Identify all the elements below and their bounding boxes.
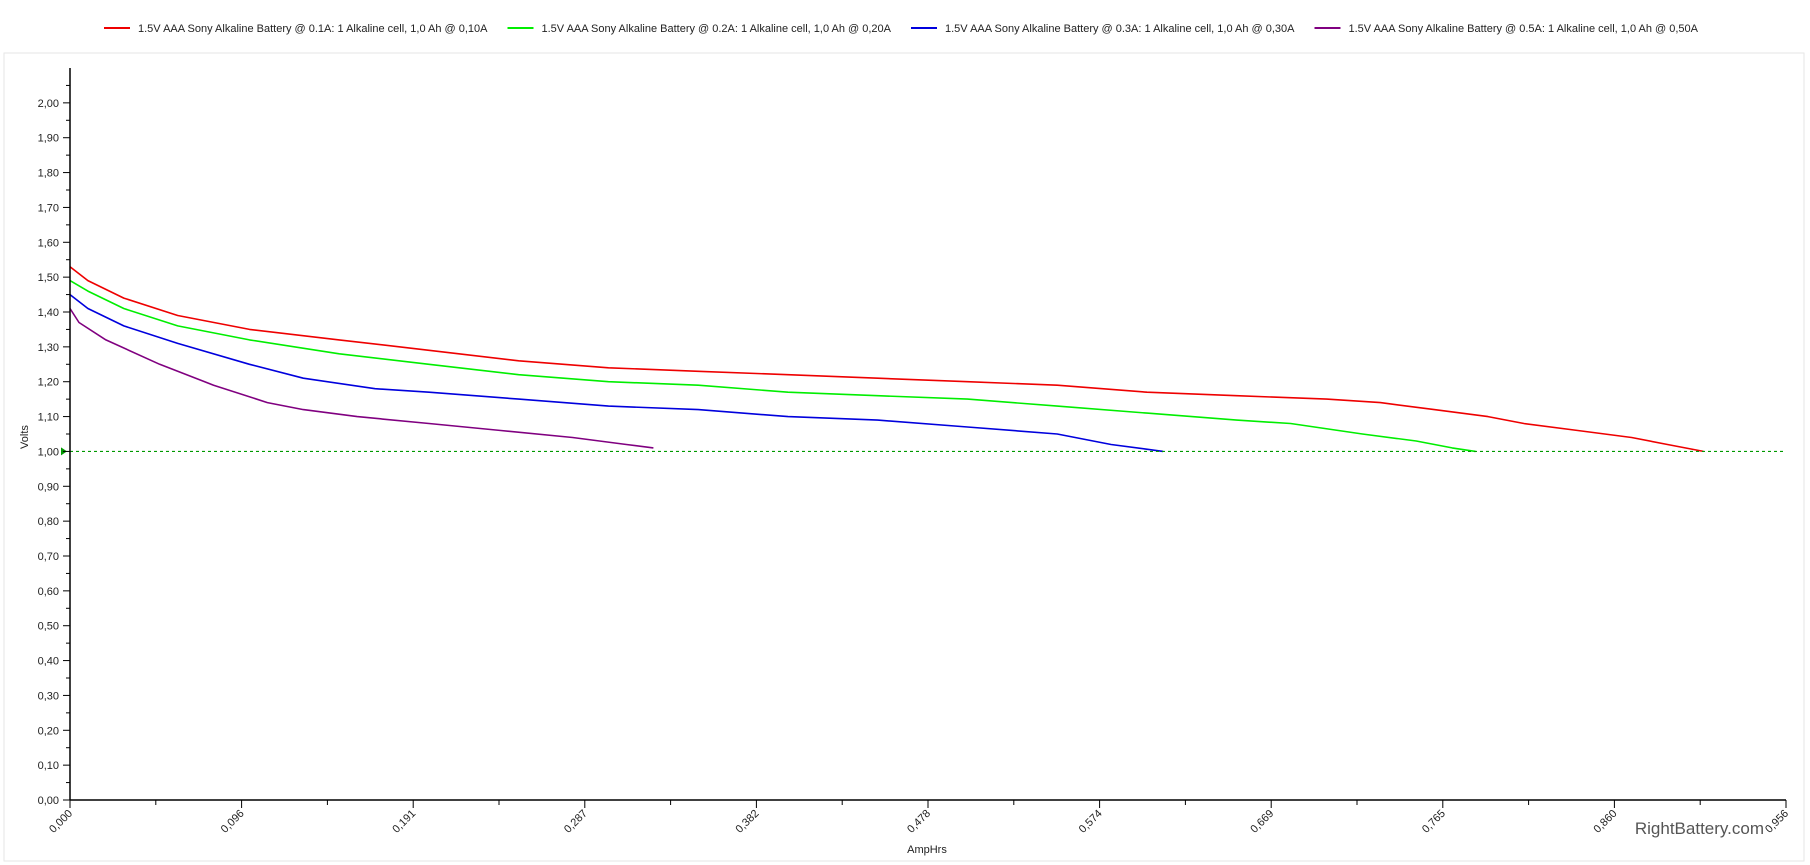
y-tick-label: 0,60	[38, 586, 59, 598]
y-tick-label: 0,40	[38, 656, 59, 668]
y-tick-label: 2,00	[38, 98, 59, 110]
x-axis-title: AmpHrs	[907, 844, 947, 856]
y-tick-label: 0,20	[38, 725, 59, 737]
series-line-4	[69, 308, 654, 449]
y-tick-label: 1,90	[38, 133, 59, 145]
y-tick-label: 0,50	[38, 621, 59, 633]
plot-frame	[3, 52, 1805, 862]
y-tick-label: 0,00	[38, 795, 59, 807]
y-tick-label: 1,40	[38, 307, 59, 319]
legend-label: 1.5V AAA Sony Alkaline Battery @ 0.2A: 1…	[542, 23, 892, 35]
y-tick-label: 0,90	[38, 481, 59, 493]
y-tick-label: 1,50	[38, 272, 59, 284]
series-group	[69, 266, 1704, 453]
y-tick-label: 1,70	[38, 202, 59, 214]
y-tick-label: 0,70	[38, 551, 59, 563]
y-tick-label: 0,30	[38, 690, 59, 702]
legend-label: 1.5V AAA Sony Alkaline Battery @ 0.1A: 1…	[138, 23, 488, 35]
y-tick-label: 1,80	[38, 168, 59, 180]
legend-item-3: 1.5V AAA Sony Alkaline Battery @ 0.3A: 1…	[911, 23, 1295, 35]
legend-item-2: 1.5V AAA Sony Alkaline Battery @ 0.2A: 1…	[507, 23, 892, 35]
y-tick-label: 1,10	[38, 412, 59, 424]
y-tick-label: 1,60	[38, 237, 59, 249]
y-axis-title: Volts	[19, 425, 31, 449]
y-tick-label: 1,20	[38, 377, 59, 389]
series-line-1	[69, 266, 1704, 453]
legend-item-4: 1.5V AAA Sony Alkaline Battery @ 0.5A: 1…	[1314, 23, 1699, 35]
legend-label: 1.5V AAA Sony Alkaline Battery @ 0.3A: 1…	[945, 23, 1295, 35]
y-tick-label: 1,00	[38, 446, 59, 458]
legend: 1.5V AAA Sony Alkaline Battery @ 0.1A: 1…	[104, 23, 1699, 35]
y-tick-label: 0,80	[38, 516, 59, 528]
legend-item-1: 1.5V AAA Sony Alkaline Battery @ 0.1A: 1…	[104, 23, 488, 35]
series-line-2	[69, 279, 1476, 453]
watermark: RightBattery.com	[1635, 819, 1764, 838]
series-line-3	[69, 293, 1164, 453]
y-tick-label: 0,10	[38, 760, 59, 772]
legend-label: 1.5V AAA Sony Alkaline Battery @ 0.5A: 1…	[1349, 23, 1699, 35]
y-tick-label: 1,30	[38, 342, 59, 354]
